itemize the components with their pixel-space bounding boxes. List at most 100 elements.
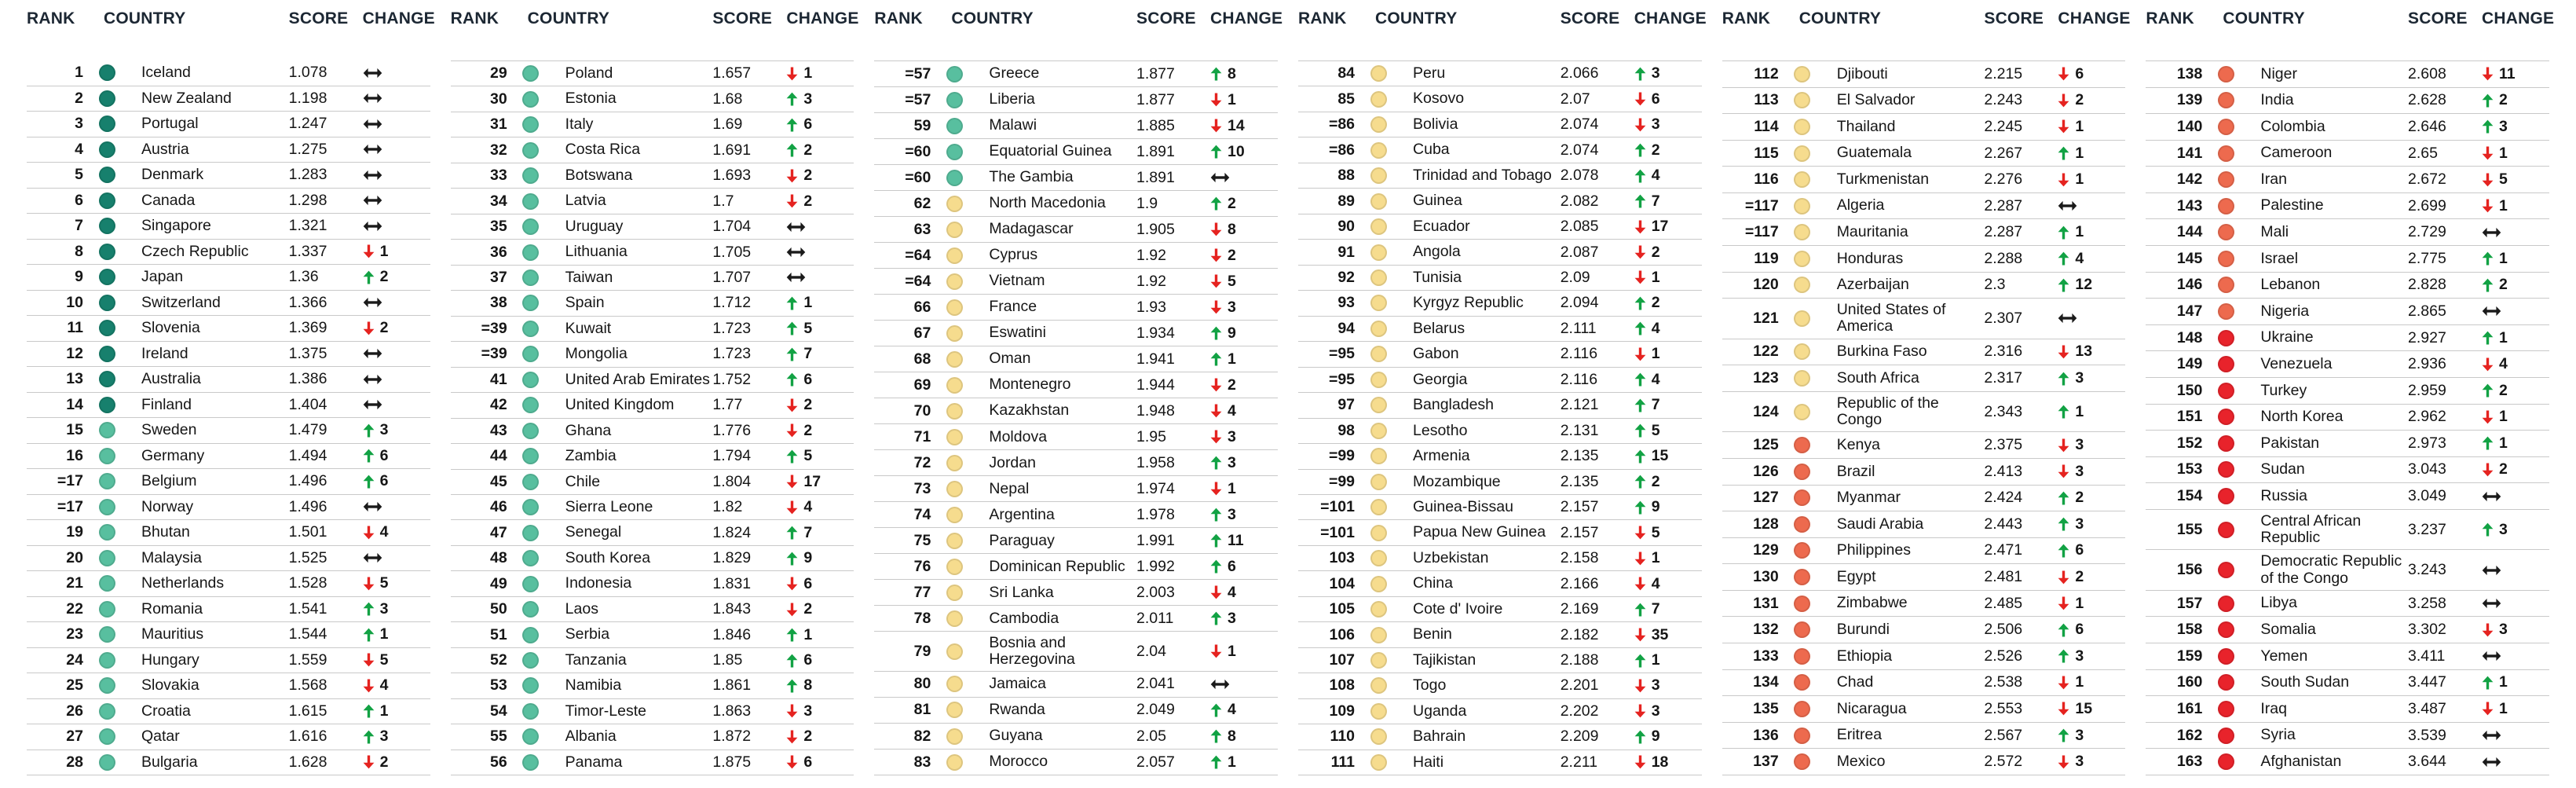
change-value: 1 [2075, 673, 2084, 691]
change-indicator: 3 [2058, 436, 2125, 454]
score-value: 1.494 [288, 446, 327, 464]
country-name: Chile [565, 472, 601, 490]
rank-cell: =17 [57, 472, 83, 490]
table-row: 63 Madagascar 1.905 8 [874, 217, 1279, 244]
country-name: Norway [141, 497, 194, 515]
rank-cell: 48 [489, 549, 507, 567]
table-row: 109 Uganda 2.202 3 [1298, 699, 1702, 725]
rank-cell: 47 [489, 523, 507, 541]
rank-cell: 88 [1337, 167, 1356, 185]
country-name: El Salvador [1836, 91, 1916, 109]
rank-cell: =117 [1744, 196, 1779, 214]
change-indicator [363, 552, 430, 563]
country-name: South Sudan [2260, 673, 2350, 691]
change-indicator: 3 [1634, 115, 1702, 134]
score-value: 2.157 [1560, 498, 1599, 516]
peace-tier-dot [1794, 515, 1811, 533]
rank-cell: 92 [1337, 268, 1356, 286]
table-row: 2 New Zealand 1.198 [27, 86, 430, 112]
score-value: 2.158 [1560, 549, 1599, 567]
table-row: 13 Australia 1.386 [27, 367, 430, 393]
change-indicator: 14 [1210, 117, 1278, 135]
change-indicator: 1 [2482, 673, 2549, 691]
score-value: 1.198 [288, 89, 327, 107]
rank-cell: =64 [905, 246, 931, 264]
up-arrow-icon [363, 449, 375, 463]
table-row: 23 Mauritius 1.544 1 [27, 622, 430, 648]
table-row: 80 Jamaica 2.041 [874, 672, 1279, 698]
change-indicator: 3 [2058, 369, 2125, 387]
column-rows: =57 Greece 1.877 8 =57 Liberia 1.877 1 5… [874, 60, 1279, 776]
table-row: 47 Senegal 1.824 7 [450, 520, 854, 546]
change-indicator: 15 [1634, 447, 1702, 465]
rank-cell: 135 [1753, 699, 1779, 717]
table-row: =64 Vietnam 1.92 5 [874, 269, 1279, 295]
country-name: Benin [1413, 625, 1452, 643]
change-indicator [2482, 757, 2549, 768]
country-name: Timor-Leste [565, 702, 646, 720]
down-arrow-icon [786, 423, 798, 438]
no-change-arrow-icon [787, 222, 806, 232]
rank-cell: 51 [489, 625, 507, 643]
table-row: 162 Syria 3.539 [2146, 723, 2550, 750]
country-name: Ecuador [1413, 217, 1470, 235]
rank-cell: 26 [66, 702, 83, 720]
up-arrow-icon [363, 423, 375, 438]
rank-cell: 73 [913, 479, 931, 497]
change-indicator: 1 [786, 626, 854, 644]
change-indicator: 3 [1210, 454, 1278, 472]
change-value: 17 [1651, 218, 1669, 236]
down-arrow-icon [1634, 704, 1646, 718]
table-row: 149 Venezuela 2.936 4 [2146, 351, 2550, 378]
peace-tier-dot [946, 610, 963, 627]
peace-tier-dot [1370, 728, 1387, 746]
score-value: 2.646 [2408, 117, 2446, 135]
peace-tier-dot [1794, 647, 1811, 665]
rank-cell: 6 [75, 191, 83, 209]
peace-tier-dot [2217, 461, 2234, 478]
score-value: 2.65 [2408, 144, 2438, 162]
rank-cell: 144 [2176, 223, 2203, 241]
score-value: 2.538 [1984, 673, 2023, 691]
score-value: 1.776 [712, 421, 752, 439]
down-arrow-icon [1210, 222, 1222, 236]
change-indicator: 3 [2058, 647, 2125, 665]
rank-cell: 30 [489, 90, 507, 108]
country-name: Iraq [2260, 699, 2287, 717]
score-value: 2.672 [2408, 170, 2446, 189]
rank-cell: 3 [75, 115, 83, 133]
peace-tier-dot [98, 269, 115, 286]
rank-cell: 116 [1754, 170, 1779, 189]
table-row: 90 Ecuador 2.085 17 [1298, 214, 1702, 240]
peace-tier-dot [1794, 463, 1811, 480]
peace-tier-dot [1794, 621, 1811, 639]
score-value: 1.82 [712, 498, 743, 516]
rank-cell: 4 [75, 140, 83, 158]
change-indicator: 2 [1210, 247, 1278, 265]
rank-cell: 52 [489, 651, 507, 669]
no-change-arrow-icon [363, 196, 382, 206]
change-value: 3 [2075, 515, 2084, 533]
rank-cell: 54 [489, 702, 507, 720]
up-arrow-icon [2482, 93, 2494, 108]
up-arrow-icon [2058, 251, 2069, 266]
rank-cell: 112 [1754, 64, 1779, 82]
score-value: 1.752 [712, 370, 752, 388]
peace-tier-dot [1794, 118, 1811, 135]
rank-cell: 70 [913, 401, 931, 420]
no-change-arrow-icon [2482, 651, 2501, 662]
change-value: 1 [1228, 350, 1236, 368]
change-value: 1 [2075, 170, 2084, 189]
peace-tier-dot [1370, 448, 1387, 465]
change-value: 3 [1228, 453, 1236, 471]
change-value: 1 [2499, 249, 2508, 267]
up-arrow-icon [786, 526, 798, 540]
rank-cell: 13 [66, 370, 83, 388]
change-indicator: 4 [786, 498, 854, 516]
country-name: Philippines [1836, 541, 1911, 559]
peace-tier-dot [1370, 65, 1387, 82]
table-row: 104 China 2.166 4 [1298, 571, 1702, 597]
table-row: 127 Myanmar 2.424 2 [1722, 486, 2126, 512]
peace-tier-dot [98, 294, 115, 311]
score-value: 1.404 [288, 395, 327, 413]
